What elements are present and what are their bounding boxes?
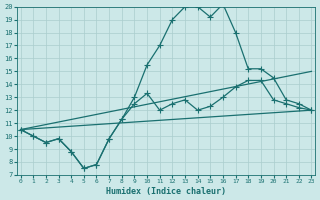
X-axis label: Humidex (Indice chaleur): Humidex (Indice chaleur) — [106, 187, 226, 196]
